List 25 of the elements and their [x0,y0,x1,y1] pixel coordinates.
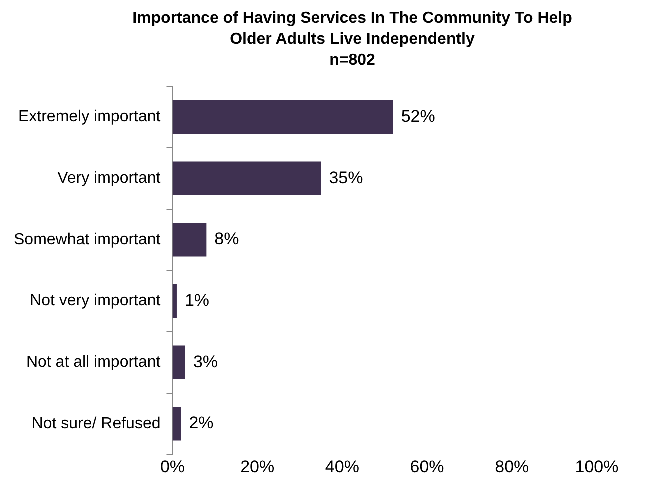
y-tick-label: Extremely important [18,108,162,126]
bar [172,100,394,134]
y-tick-label: Not very important [30,292,162,310]
y-tick-label: Very important [58,170,162,188]
data-label: 1% [184,290,210,310]
x-tick-label: 100% [575,457,619,476]
data-label: 2% [189,414,214,433]
bar [172,223,207,257]
y-tick-label: Not sure/ Refused [32,415,161,432]
data-label: 8% [214,230,240,249]
x-tick-label: 0% [160,457,186,476]
bar [172,284,177,318]
data-label: 35% [329,168,364,188]
y-tick-label: Not at all important [26,354,162,372]
x-tick-label: 40% [325,457,360,476]
bar [172,407,182,441]
y-tick-label: Somewhat important [14,231,162,248]
x-tick-label: 80% [495,457,530,476]
x-tick-label: 20% [240,457,275,476]
data-label: 3% [193,352,218,372]
x-tick-label: 60% [410,457,444,476]
bar [172,162,322,196]
bar [172,346,186,380]
chart-subtitle: n=802 [328,51,376,71]
data-label: 52% [401,106,436,126]
